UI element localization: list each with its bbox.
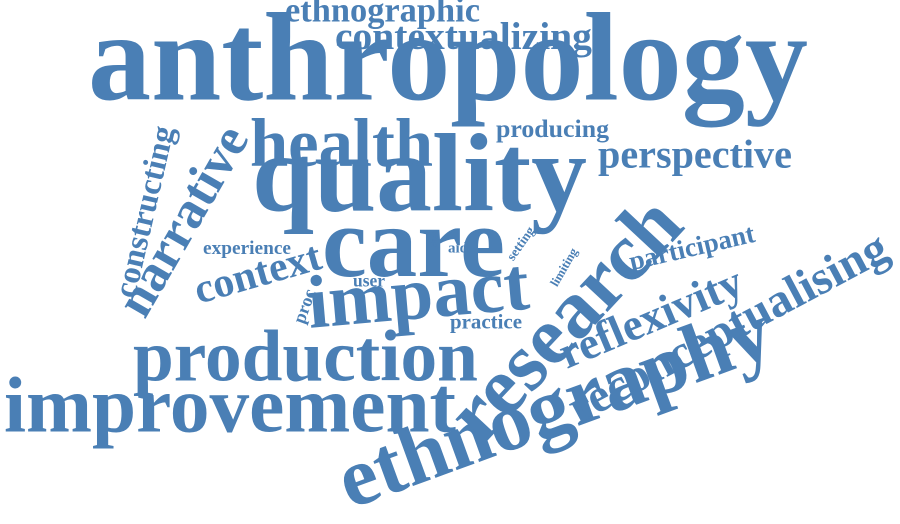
word-improvement: improvement	[4, 361, 456, 450]
word-anthropology: anthropology	[88, 0, 808, 128]
word-practice: practice	[450, 309, 522, 334]
word-perspective: perspective	[598, 131, 792, 177]
word-care: care	[322, 186, 505, 299]
word-ethnographic: ethnographic	[285, 0, 480, 30]
word-contextualizing: contextualizing	[335, 13, 592, 58]
word-experience: experience	[203, 237, 292, 259]
word-production: production	[133, 315, 478, 397]
word-health: health	[250, 104, 433, 181]
word-quality: quality	[252, 112, 587, 236]
word-aid: aid	[448, 240, 468, 257]
word-user: user	[353, 270, 385, 291]
word-producing: producing	[496, 114, 609, 143]
